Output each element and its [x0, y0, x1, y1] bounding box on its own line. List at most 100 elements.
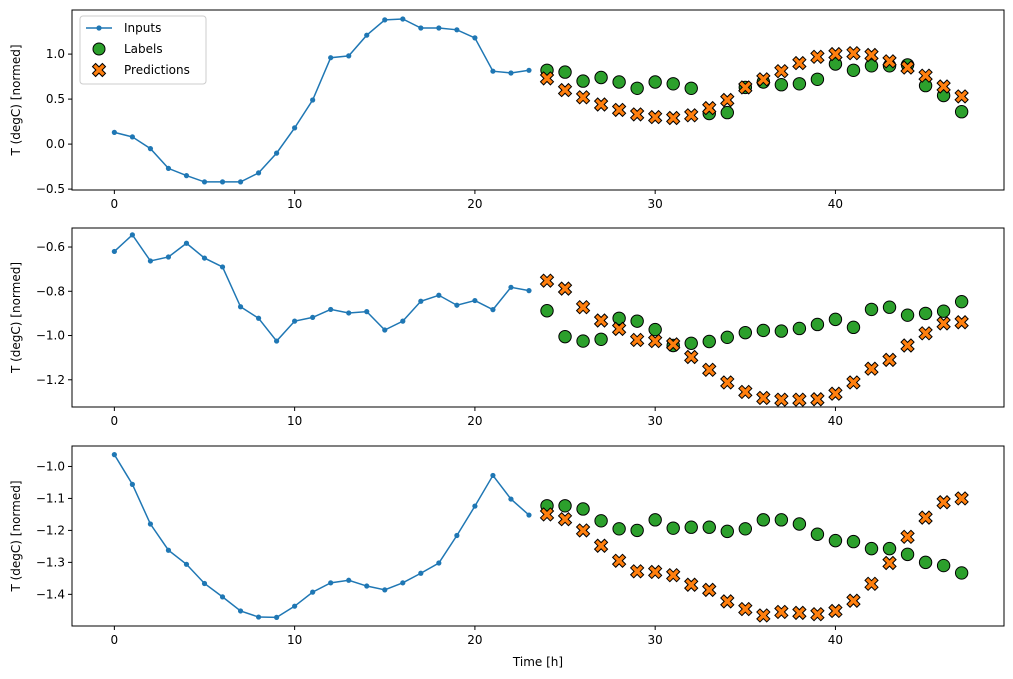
- prediction-point: [828, 603, 843, 619]
- x-shape: [864, 47, 879, 63]
- x-shape: [539, 71, 555, 86]
- label-point: [882, 300, 897, 314]
- x-shape: [738, 384, 753, 400]
- x-shape: [810, 392, 825, 407]
- inputs-point: [292, 318, 298, 324]
- x-tick-label: 40: [828, 633, 843, 647]
- prediction-point: [792, 55, 807, 71]
- inputs-point: [472, 35, 478, 41]
- label-point: [540, 304, 554, 318]
- x-shape: [629, 107, 645, 122]
- panel-1: 0 10 20 30 40 −0.5 0.0 0.5 1.0 T (degC) [normed]: [9, 9, 1005, 211]
- label-point: [576, 74, 590, 88]
- label-point: [756, 323, 771, 338]
- label-point: [648, 75, 662, 89]
- inputs-point: [111, 248, 117, 255]
- prediction-point: [756, 72, 771, 87]
- inputs-point: [274, 338, 280, 344]
- prediction-point: [810, 392, 825, 407]
- x-marker-icon: [91, 62, 107, 78]
- label-point: [558, 499, 572, 513]
- axes-frame: [71, 9, 1005, 191]
- x-tick-label: 0: [111, 197, 119, 211]
- prediction-point: [539, 71, 555, 86]
- y-tick-label: −1.2: [36, 523, 65, 537]
- label-point: [954, 294, 969, 309]
- inputs-point: [490, 307, 496, 313]
- label-point: [864, 59, 879, 73]
- inputs-point: [255, 614, 262, 620]
- label-point: [792, 321, 807, 336]
- x-shape: [557, 82, 573, 98]
- x-tick-label: 20: [467, 197, 482, 211]
- prediction-point: [774, 604, 789, 620]
- x-shape: [738, 601, 753, 617]
- inputs-point: [237, 304, 244, 310]
- prediction-point: [774, 63, 789, 79]
- prediction-point: [774, 392, 789, 407]
- prediction-point: [810, 606, 825, 622]
- x-shape: [774, 392, 789, 407]
- x-shape: [900, 60, 915, 75]
- inputs-point: [526, 67, 532, 73]
- label-point: [792, 77, 807, 91]
- x-shape: [647, 109, 663, 125]
- x-shape: [918, 510, 933, 525]
- x-shape: [702, 362, 717, 378]
- x-shape: [539, 273, 555, 288]
- inputs-point: [219, 594, 226, 600]
- inputs-point: [219, 179, 226, 185]
- label-point: [720, 330, 734, 345]
- prediction-point: [918, 326, 933, 341]
- label-point: [558, 329, 572, 344]
- x-shape: [665, 110, 681, 126]
- inputs-point: [418, 298, 424, 304]
- x-shape: [611, 553, 627, 568]
- legend-inputs-marker: [96, 25, 102, 31]
- prediction-point: [828, 386, 843, 401]
- prediction-point: [720, 594, 735, 609]
- label-point: [810, 527, 825, 541]
- x-tick-label: 0: [111, 633, 119, 647]
- prediction-point: [900, 338, 915, 353]
- x-shape: [756, 608, 771, 623]
- x-shape: [918, 68, 933, 83]
- prediction-point: [936, 316, 951, 331]
- inputs-point: [364, 32, 370, 38]
- y-tick-label: −1.1: [36, 491, 65, 505]
- legend: Inputs Labels Predictions: [79, 15, 207, 85]
- inputs-point: [436, 292, 442, 298]
- prediction-point: [593, 97, 609, 112]
- inputs-point: [454, 302, 460, 308]
- x-shape: [720, 594, 735, 609]
- inputs-point: [508, 496, 514, 502]
- prediction-point: [846, 593, 861, 608]
- x-shape: [900, 338, 915, 353]
- inputs-point: [418, 25, 424, 31]
- label-point: [558, 65, 572, 79]
- x-shape: [882, 555, 897, 571]
- axes-frame: [71, 445, 1005, 627]
- x-shape: [864, 361, 879, 376]
- inputs-point: [526, 288, 532, 294]
- prediction-point: [684, 349, 699, 365]
- label-point: [666, 521, 680, 535]
- prediction-point: [864, 47, 879, 63]
- inputs-point: [490, 472, 496, 479]
- label-point: [702, 520, 716, 534]
- y-axis-label: T (degC) [normed]: [9, 44, 23, 156]
- x-tick-label: 20: [467, 414, 482, 428]
- label-point: [684, 81, 698, 96]
- x-shape: [882, 54, 897, 69]
- y-tick-label: −0.6: [36, 240, 65, 254]
- x-shape: [684, 577, 699, 592]
- y-tick-label: 0.5: [46, 92, 65, 106]
- inputs-point: [436, 560, 442, 566]
- x-shape: [647, 333, 663, 349]
- x-shape: [756, 390, 771, 406]
- x-shape: [91, 62, 107, 78]
- prediction-point: [647, 564, 663, 580]
- label-point: [864, 302, 879, 317]
- legend-frame: [79, 15, 207, 85]
- x-shape: [954, 491, 969, 506]
